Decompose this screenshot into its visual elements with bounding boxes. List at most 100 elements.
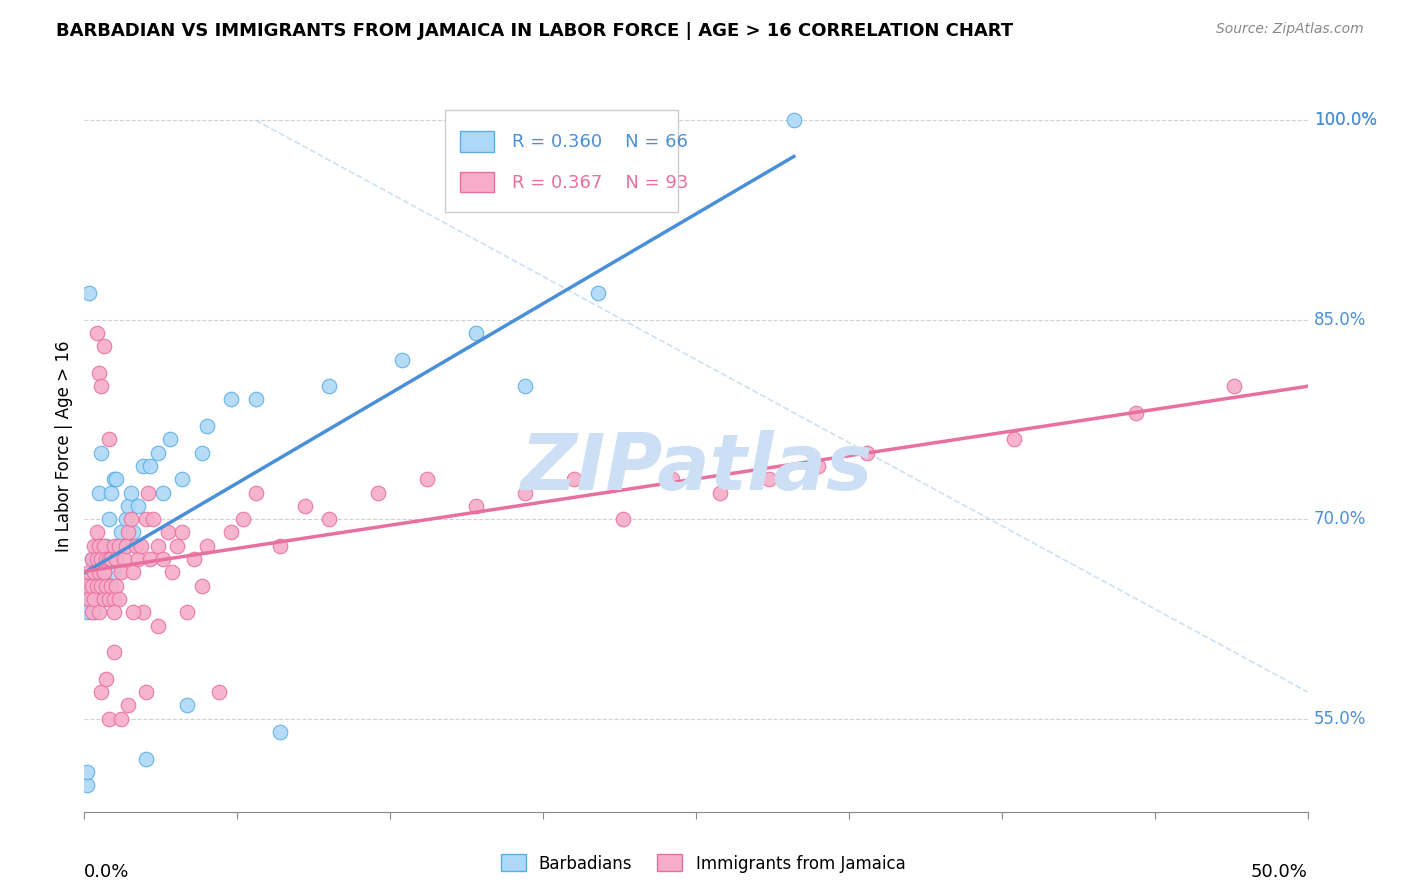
Point — [103, 539, 125, 553]
Point — [86, 566, 108, 580]
Text: 100.0%: 100.0% — [1313, 112, 1376, 129]
Point — [562, 472, 585, 486]
Point — [135, 512, 157, 526]
Point — [139, 552, 162, 566]
Point — [107, 539, 129, 553]
Point — [318, 379, 340, 393]
Point — [77, 591, 100, 606]
Point — [96, 672, 118, 686]
Point — [856, 445, 879, 459]
Text: 85.0%: 85.0% — [1313, 310, 1367, 328]
Legend: Barbadians, Immigrants from Jamaica: Barbadians, Immigrants from Jamaica — [494, 847, 912, 880]
Point — [807, 458, 830, 473]
Point — [105, 552, 128, 566]
Point — [294, 499, 316, 513]
Point — [416, 472, 439, 486]
Point — [513, 485, 536, 500]
Point — [127, 499, 149, 513]
Point — [87, 566, 110, 580]
Point — [76, 579, 98, 593]
Point — [83, 591, 105, 606]
Point — [93, 539, 115, 553]
Point — [122, 566, 145, 580]
Point — [86, 591, 108, 606]
Point — [86, 525, 108, 540]
Point — [105, 472, 128, 486]
Point — [709, 485, 731, 500]
Point — [661, 472, 683, 486]
Point — [87, 366, 110, 380]
Point — [90, 379, 112, 393]
Point — [120, 512, 142, 526]
Text: Source: ZipAtlas.com: Source: ZipAtlas.com — [1216, 22, 1364, 37]
Point — [87, 552, 110, 566]
Point — [87, 579, 110, 593]
Point — [586, 286, 609, 301]
Y-axis label: In Labor Force | Age > 16: In Labor Force | Age > 16 — [55, 340, 73, 552]
Text: R = 0.367    N = 93: R = 0.367 N = 93 — [513, 174, 689, 192]
Point — [103, 645, 125, 659]
Point — [93, 591, 115, 606]
Point — [97, 433, 120, 447]
Point — [90, 552, 112, 566]
Point — [87, 591, 110, 606]
Point — [77, 579, 100, 593]
Point — [146, 539, 169, 553]
Point — [245, 485, 267, 500]
Point — [90, 685, 112, 699]
Point — [103, 472, 125, 486]
Point — [83, 605, 105, 619]
Point — [83, 591, 105, 606]
Point — [166, 539, 188, 553]
Point — [139, 458, 162, 473]
Point — [103, 605, 125, 619]
Point — [90, 445, 112, 459]
Point — [1223, 379, 1246, 393]
Point — [96, 579, 118, 593]
Text: BARBADIAN VS IMMIGRANTS FROM JAMAICA IN LABOR FORCE | AGE > 16 CORRELATION CHART: BARBADIAN VS IMMIGRANTS FROM JAMAICA IN … — [56, 22, 1014, 40]
Point — [97, 552, 120, 566]
Point — [87, 485, 110, 500]
Point — [90, 579, 112, 593]
Point — [93, 566, 115, 580]
Point — [80, 591, 103, 606]
FancyBboxPatch shape — [460, 131, 494, 152]
Point — [83, 579, 105, 593]
Point — [107, 591, 129, 606]
Point — [96, 539, 118, 553]
Point — [125, 539, 148, 553]
Point — [100, 579, 122, 593]
Point — [159, 433, 181, 447]
Point — [90, 566, 112, 580]
Point — [120, 485, 142, 500]
Point — [86, 579, 108, 593]
Point — [93, 566, 115, 580]
Point — [96, 579, 118, 593]
Point — [195, 539, 218, 553]
Text: 55.0%: 55.0% — [1313, 710, 1367, 728]
Point — [232, 512, 254, 526]
Point — [77, 566, 100, 580]
Point — [391, 352, 413, 367]
Point — [90, 579, 112, 593]
Point — [76, 778, 98, 792]
Point — [76, 605, 98, 619]
Point — [100, 552, 122, 566]
Point — [112, 552, 135, 566]
Point — [132, 605, 155, 619]
Point — [122, 525, 145, 540]
Point — [156, 525, 179, 540]
Point — [77, 286, 100, 301]
Point — [93, 591, 115, 606]
Point — [86, 579, 108, 593]
Point — [112, 539, 135, 553]
Point — [105, 579, 128, 593]
Point — [176, 698, 198, 713]
Text: 70.0%: 70.0% — [1313, 510, 1367, 528]
Point — [219, 392, 242, 407]
Text: ZIPatlas: ZIPatlas — [520, 430, 872, 506]
Point — [176, 605, 198, 619]
FancyBboxPatch shape — [460, 171, 494, 192]
Point — [115, 539, 138, 553]
Point — [127, 552, 149, 566]
